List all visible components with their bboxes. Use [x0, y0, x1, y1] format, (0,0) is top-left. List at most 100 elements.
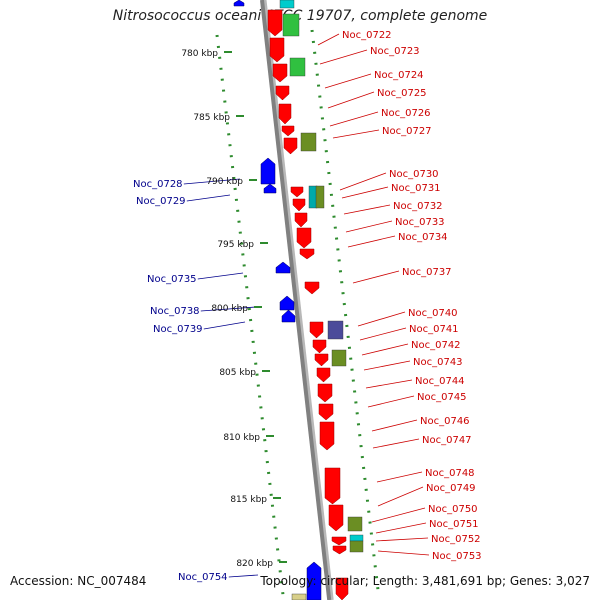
label-leader	[339, 172, 387, 191]
forward-gene	[328, 504, 344, 532]
tick-label: 785 kbp	[193, 113, 230, 123]
reverse-gene	[260, 157, 276, 185]
forward-gene	[316, 367, 331, 383]
gene-label-forward: Noc_0730	[389, 169, 439, 180]
tick-label: 790 kbp	[206, 177, 243, 187]
label-leader	[329, 111, 379, 127]
gene-label-forward: Noc_0746	[420, 416, 470, 427]
gene-label-forward: Noc_0725	[377, 88, 427, 99]
label-leader	[372, 438, 420, 449]
label-leader	[367, 395, 415, 408]
forward-gene	[319, 421, 335, 451]
rna-feature	[282, 13, 300, 37]
forward-gene	[278, 103, 292, 125]
gene-label-forward: Noc_0732	[393, 201, 443, 212]
label-leader	[371, 419, 418, 432]
gene-label-forward: Noc_0734	[398, 232, 448, 243]
forward-gene	[292, 198, 306, 212]
label-leader	[347, 235, 396, 248]
forward-gene	[317, 383, 333, 403]
reverse-gene	[233, 0, 245, 7]
forward-gene	[296, 227, 312, 249]
label-leader	[203, 321, 246, 330]
gene-label-forward: Noc_0744	[415, 376, 465, 387]
accession-text: Accession: NC_007484	[10, 574, 147, 588]
gene-label-forward: Noc_0737	[402, 267, 452, 278]
gene-label-reverse: Noc_0739	[153, 324, 203, 335]
label-leader	[375, 522, 427, 534]
tick-label: 800 kbp	[211, 304, 248, 314]
gene-label-forward: Noc_0747	[422, 435, 472, 446]
rna-feature	[349, 540, 364, 553]
label-leader	[332, 129, 380, 139]
label-leader	[376, 471, 423, 483]
forward-gene	[312, 339, 327, 354]
rna-feature	[291, 593, 307, 600]
label-leader	[186, 194, 231, 202]
gene-label-reverse: Noc_0735	[147, 274, 197, 285]
label-leader	[375, 537, 429, 542]
forward-gene	[272, 63, 288, 83]
reverse-gene	[275, 261, 291, 274]
label-leader	[359, 327, 407, 341]
rna-feature	[300, 132, 317, 152]
forward-gene	[309, 321, 324, 339]
label-leader	[341, 186, 389, 199]
reverse-gene	[279, 295, 295, 311]
forward-gene	[275, 85, 290, 101]
gene-label-forward: Noc_0722	[342, 30, 392, 41]
gene-label-forward: Noc_0749	[426, 483, 476, 494]
gene-label-forward: Noc_0748	[425, 468, 475, 479]
topology-text: Topology: circular; Length: 3,481,691 bp…	[260, 574, 590, 588]
tick-label: 805 kbp	[219, 368, 256, 378]
label-leader	[324, 73, 372, 89]
rna-feature	[315, 185, 325, 209]
rna-feature	[347, 516, 363, 532]
gene-label-forward: Noc_0726	[381, 108, 431, 119]
reverse-gene	[281, 309, 296, 323]
label-leader	[363, 360, 411, 371]
forward-gene	[332, 545, 347, 555]
forward-gene	[304, 281, 320, 295]
label-leader	[317, 33, 340, 46]
rna-feature	[349, 534, 364, 542]
rna-feature	[308, 185, 318, 209]
gene-label-reverse: Noc_0738	[150, 306, 200, 317]
label-leader	[319, 49, 368, 65]
gene-label-forward: Noc_0740	[408, 308, 458, 319]
tick-label: 780 kbp	[181, 49, 218, 59]
label-leader	[200, 306, 257, 312]
gene-label-forward: Noc_0751	[429, 519, 479, 530]
rna-feature	[279, 0, 295, 9]
gene-label-forward: Noc_0731	[391, 183, 441, 194]
label-leader	[377, 486, 424, 507]
gene-label-forward: Noc_0753	[432, 551, 482, 562]
gene-label-forward: Noc_0743	[413, 357, 463, 368]
label-leader	[371, 507, 426, 523]
gene-label-forward: Noc_0745	[417, 392, 467, 403]
forward-gene	[283, 137, 298, 155]
rna-feature	[331, 349, 347, 367]
gene-label-reverse: Noc_0754	[178, 572, 228, 583]
label-leader	[183, 178, 241, 185]
forward-gene	[324, 467, 341, 505]
tick-label: 815 kbp	[230, 495, 267, 505]
backbone-axis	[260, 0, 332, 600]
tick-label: 795 kbp	[217, 240, 254, 250]
gene-label-reverse: Noc_0728	[133, 179, 183, 190]
gene-label-forward: Noc_0733	[395, 217, 445, 228]
forward-gene	[335, 577, 349, 600]
forward-gene	[294, 212, 308, 228]
forward-gene	[314, 353, 329, 367]
tick-label: 810 kbp	[223, 433, 260, 443]
label-leader	[197, 272, 244, 280]
gene-label-reverse: Noc_0729	[136, 196, 186, 207]
forward-gene	[299, 248, 315, 260]
gene-label-forward: Noc_0750	[428, 504, 478, 515]
forward-gene	[267, 9, 283, 37]
forward-gene	[318, 403, 334, 421]
reverse-gene	[306, 561, 322, 600]
rna-feature	[327, 320, 344, 340]
gene-label-forward: Noc_0723	[370, 46, 420, 57]
